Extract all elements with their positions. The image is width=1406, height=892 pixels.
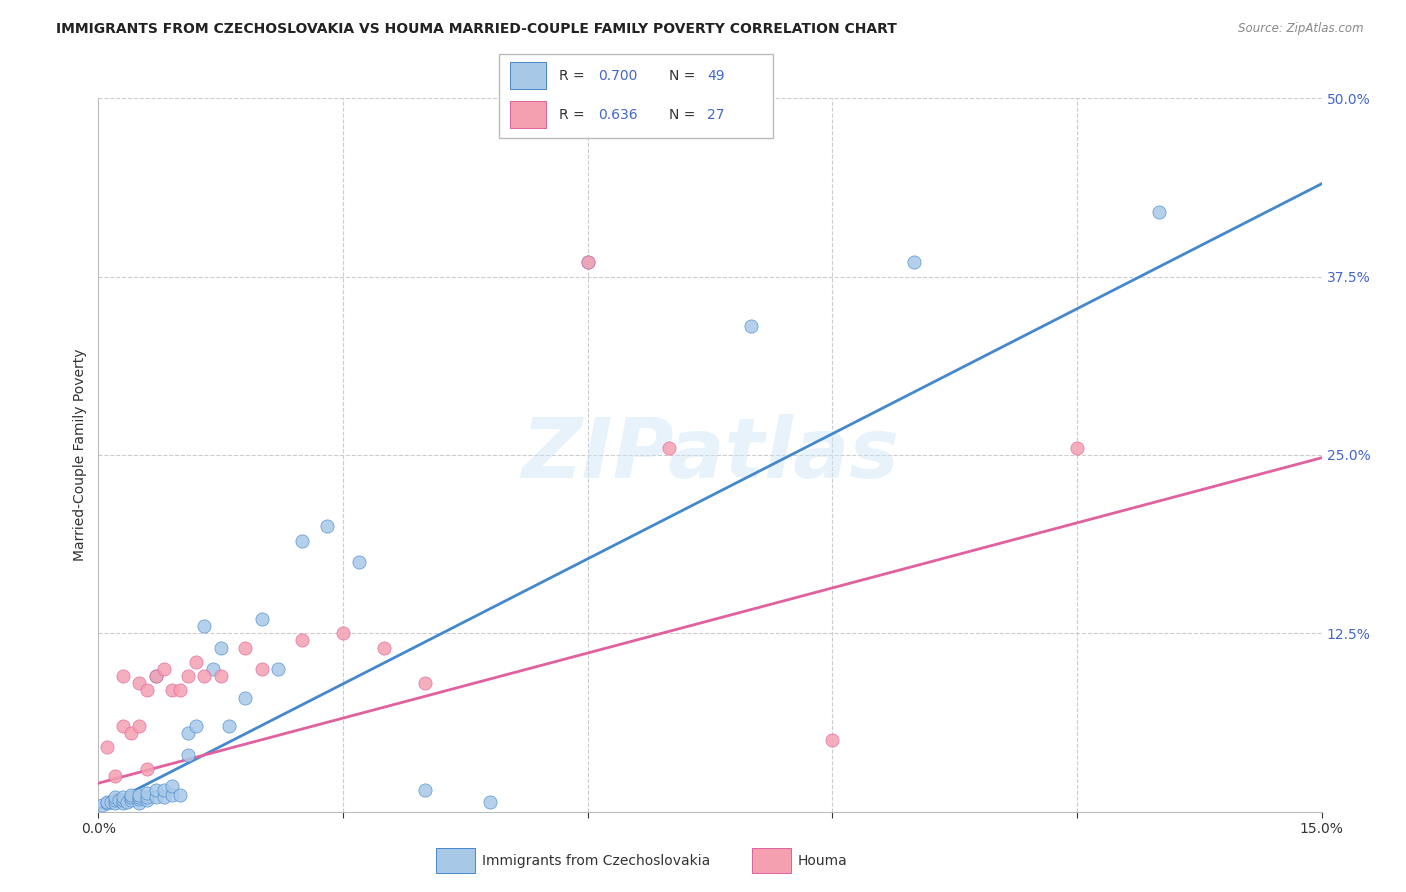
Bar — [510, 62, 546, 89]
Point — [332, 626, 354, 640]
Point — [96, 796, 118, 810]
Point — [104, 769, 127, 783]
Point — [120, 790, 142, 805]
Point — [152, 783, 174, 797]
Point — [658, 441, 681, 455]
Point — [160, 779, 183, 793]
Point — [267, 662, 290, 676]
Point — [209, 669, 232, 683]
Point — [115, 795, 138, 809]
Bar — [436, 848, 475, 873]
Point — [169, 683, 191, 698]
Text: 0.636: 0.636 — [598, 108, 637, 121]
Point — [186, 655, 208, 669]
Y-axis label: Married-Couple Family Poverty: Married-Couple Family Poverty — [73, 349, 87, 561]
Point — [740, 319, 762, 334]
Point — [821, 733, 844, 747]
Text: R =: R = — [560, 69, 589, 83]
Point — [120, 788, 142, 802]
Point — [136, 683, 159, 698]
Text: N =: N = — [669, 108, 700, 121]
Point — [136, 793, 159, 807]
Text: Source: ZipAtlas.com: Source: ZipAtlas.com — [1239, 22, 1364, 36]
Point — [201, 662, 224, 676]
Point — [193, 669, 215, 683]
Point — [128, 790, 150, 805]
Point — [177, 726, 200, 740]
Point — [111, 790, 134, 805]
Point — [145, 669, 167, 683]
Point — [100, 795, 122, 809]
Point — [152, 662, 174, 676]
Point — [136, 762, 159, 776]
Point — [250, 662, 273, 676]
Text: Immigrants from Czechoslovakia: Immigrants from Czechoslovakia — [481, 854, 710, 868]
Point — [576, 255, 599, 269]
Point — [96, 795, 118, 809]
Point — [186, 719, 208, 733]
FancyBboxPatch shape — [499, 54, 773, 138]
Point — [111, 719, 134, 733]
Point — [209, 640, 232, 655]
Point — [111, 793, 134, 807]
Point — [152, 790, 174, 805]
Point — [177, 747, 200, 762]
Text: 27: 27 — [707, 108, 725, 121]
Point — [104, 793, 127, 807]
Point — [120, 793, 142, 807]
Point — [136, 786, 159, 800]
Point — [177, 669, 200, 683]
Point — [1147, 205, 1170, 219]
Point — [349, 555, 371, 569]
Point — [291, 533, 314, 548]
Point — [128, 796, 150, 810]
Point — [136, 790, 159, 805]
Point — [413, 676, 436, 690]
Point — [218, 719, 240, 733]
Text: 0.700: 0.700 — [598, 69, 637, 83]
Point — [315, 519, 337, 533]
Point — [128, 719, 150, 733]
Text: ZIPatlas: ZIPatlas — [522, 415, 898, 495]
Text: R =: R = — [560, 108, 589, 121]
Text: 49: 49 — [707, 69, 725, 83]
Point — [291, 633, 314, 648]
Point — [128, 788, 150, 802]
Text: N =: N = — [669, 69, 700, 83]
Point — [111, 669, 134, 683]
Point — [108, 793, 131, 807]
Point — [160, 788, 183, 802]
Point — [1066, 441, 1088, 455]
Point — [478, 795, 501, 809]
Point — [120, 726, 142, 740]
Point — [145, 783, 167, 797]
Point — [96, 740, 118, 755]
Point — [233, 690, 256, 705]
Point — [104, 796, 127, 810]
Point — [193, 619, 215, 633]
Point — [250, 612, 273, 626]
Bar — [510, 101, 546, 128]
Point — [233, 640, 256, 655]
Point — [104, 790, 127, 805]
Point — [160, 683, 183, 698]
Point — [128, 792, 150, 806]
Bar — [752, 848, 792, 873]
Point — [145, 669, 167, 683]
Point — [91, 797, 114, 812]
Point — [145, 790, 167, 805]
Point — [576, 255, 599, 269]
Point — [111, 796, 134, 810]
Point — [373, 640, 395, 655]
Point — [128, 676, 150, 690]
Text: Houma: Houma — [799, 854, 848, 868]
Text: IMMIGRANTS FROM CZECHOSLOVAKIA VS HOUMA MARRIED-COUPLE FAMILY POVERTY CORRELATIO: IMMIGRANTS FROM CZECHOSLOVAKIA VS HOUMA … — [56, 22, 897, 37]
Point — [413, 783, 436, 797]
Point — [903, 255, 925, 269]
Point — [169, 788, 191, 802]
